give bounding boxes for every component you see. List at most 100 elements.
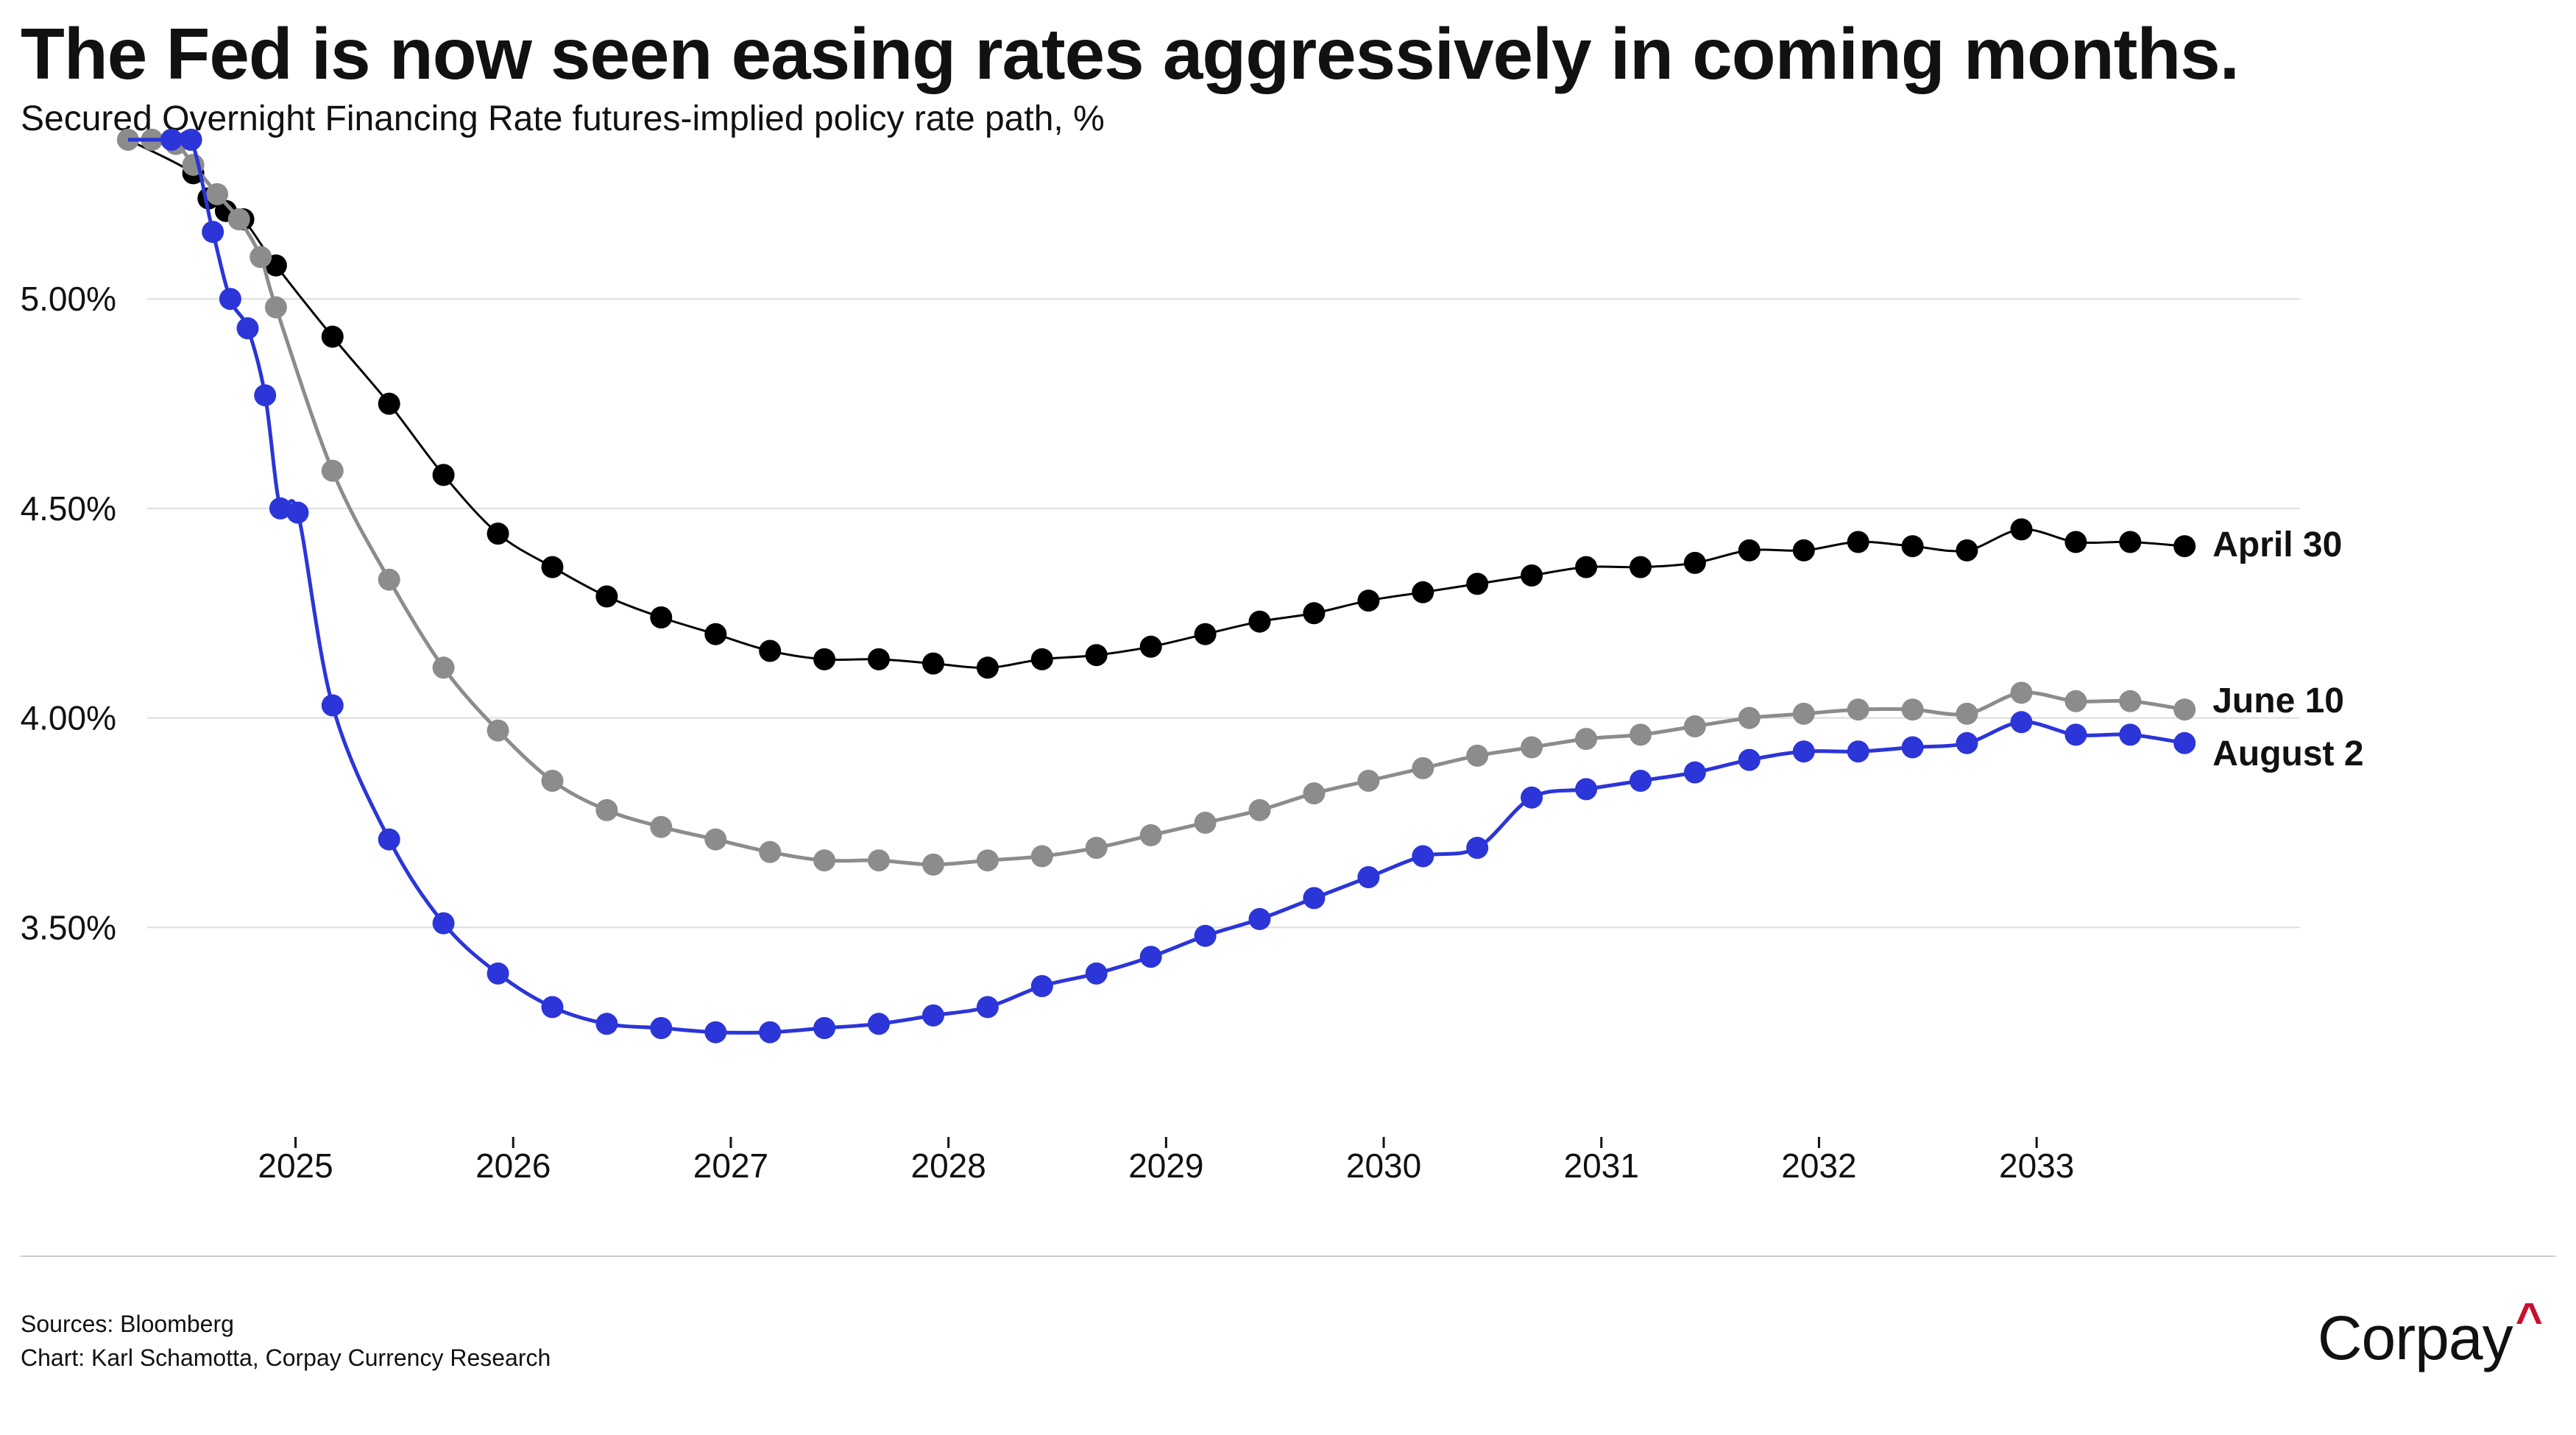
- point-april-30: [759, 639, 782, 662]
- point-june-10: [250, 246, 272, 269]
- series-label-august-2: August 2: [2212, 734, 2363, 773]
- point-june-10: [432, 656, 455, 679]
- point-april-30: [1575, 556, 1598, 578]
- point-june-10: [227, 208, 250, 230]
- point-june-10: [650, 815, 673, 838]
- point-april-30: [1139, 635, 1162, 658]
- point-august-2: [2119, 723, 2142, 746]
- point-june-10: [1303, 782, 1326, 805]
- point-june-10: [206, 183, 229, 205]
- chart-title: The Fed is now seen easing rates aggress…: [21, 13, 2240, 94]
- point-august-2: [1303, 887, 1326, 910]
- series-line-june-10: [127, 137, 2185, 867]
- grid-lines: [147, 298, 2300, 929]
- point-april-30: [2173, 535, 2196, 558]
- logo-caret-icon: ^: [2515, 1293, 2543, 1346]
- y-axis-ticks: 3.50% 4.00% 4.50% 5.00%: [21, 280, 116, 946]
- point-june-10: [595, 798, 618, 821]
- point-april-30: [1630, 556, 1652, 578]
- point-april-30: [1303, 602, 1326, 625]
- point-april-30: [1030, 648, 1053, 670]
- point-august-2: [1248, 907, 1271, 930]
- point-august-2: [704, 1021, 727, 1044]
- point-april-30: [1956, 539, 1978, 561]
- x-tick-label: 2031: [1564, 1147, 1639, 1185]
- x-tick-label: 2025: [258, 1147, 333, 1185]
- point-august-2: [1466, 837, 1489, 860]
- point-june-10: [868, 849, 890, 872]
- y-tick-label: 4.00%: [21, 699, 116, 737]
- y-tick-label: 4.50%: [21, 489, 116, 528]
- point-august-2: [541, 996, 564, 1018]
- point-april-30: [650, 606, 673, 628]
- point-april-30: [1194, 623, 1217, 645]
- x-tick-label: 2030: [1346, 1147, 1421, 1185]
- point-august-2: [1575, 778, 1598, 801]
- point-august-2: [1357, 866, 1380, 888]
- x-tick-label: 2033: [1999, 1147, 2074, 1185]
- point-june-10: [2119, 690, 2142, 712]
- point-august-2: [922, 1004, 944, 1027]
- point-june-10: [1575, 728, 1598, 751]
- point-june-10: [1683, 715, 1706, 737]
- point-august-2: [1139, 946, 1162, 968]
- series-end-labels: April 30 June 10 August 2: [2212, 525, 2363, 773]
- point-august-2: [2064, 723, 2087, 746]
- point-april-30: [486, 522, 509, 545]
- point-august-2: [432, 912, 455, 935]
- point-april-30: [595, 585, 618, 608]
- point-april-30: [321, 325, 344, 348]
- point-june-10: [813, 849, 836, 872]
- x-tick-label: 2032: [1781, 1147, 1856, 1185]
- point-august-2: [286, 501, 309, 524]
- point-august-2: [1630, 770, 1652, 792]
- point-august-2: [236, 317, 259, 340]
- point-april-30: [1901, 535, 1924, 558]
- point-june-10: [1466, 744, 1489, 767]
- footer: Sources: Bloomberg Chart: Karl Schamotta…: [21, 1307, 551, 1375]
- series-june-10: [116, 128, 2196, 876]
- point-august-2: [1085, 962, 1108, 985]
- point-august-2: [1030, 975, 1053, 997]
- point-april-30: [541, 556, 564, 578]
- point-april-30: [1792, 539, 1815, 561]
- series-group: [116, 128, 2196, 1044]
- point-april-30: [1085, 644, 1108, 667]
- series-label-june-10: June 10: [2212, 681, 2344, 720]
- point-june-10: [922, 853, 944, 876]
- x-tick-label: 2028: [910, 1147, 986, 1185]
- point-august-2: [254, 384, 277, 407]
- footer-divider: [21, 1255, 2555, 1257]
- x-axis-ticks: 2025 2026 2027 2028 2029 2030 2031 2032 2033: [258, 1137, 2074, 1185]
- chart-subtitle: Secured Overnight Financing Rate futures…: [21, 99, 1105, 138]
- point-june-10: [1521, 736, 1543, 759]
- point-june-10: [486, 719, 509, 742]
- point-april-30: [868, 648, 890, 670]
- point-june-10: [1357, 770, 1380, 792]
- point-april-30: [813, 648, 836, 670]
- point-june-10: [264, 296, 287, 319]
- point-august-2: [378, 828, 400, 851]
- y-tick-label: 5.00%: [21, 280, 116, 318]
- point-june-10: [1194, 812, 1217, 834]
- point-august-2: [2010, 711, 2033, 734]
- point-june-10: [1738, 706, 1761, 729]
- point-august-2: [180, 128, 202, 151]
- point-june-10: [378, 568, 400, 591]
- sources-text: Sources: Bloomberg: [21, 1311, 234, 1337]
- point-april-30: [1466, 573, 1489, 595]
- point-april-30: [1847, 531, 1869, 553]
- point-april-30: [976, 656, 999, 679]
- point-august-2: [160, 128, 183, 151]
- point-april-30: [1738, 539, 1761, 561]
- point-august-2: [813, 1017, 836, 1039]
- point-june-10: [1630, 723, 1652, 746]
- y-tick-label: 3.50%: [21, 908, 116, 946]
- point-april-30: [432, 464, 455, 486]
- point-august-2: [486, 962, 509, 985]
- point-april-30: [2119, 531, 2142, 553]
- point-april-30: [1521, 564, 1543, 587]
- point-april-30: [2010, 518, 2033, 541]
- point-april-30: [1248, 610, 1271, 633]
- point-june-10: [1139, 824, 1162, 846]
